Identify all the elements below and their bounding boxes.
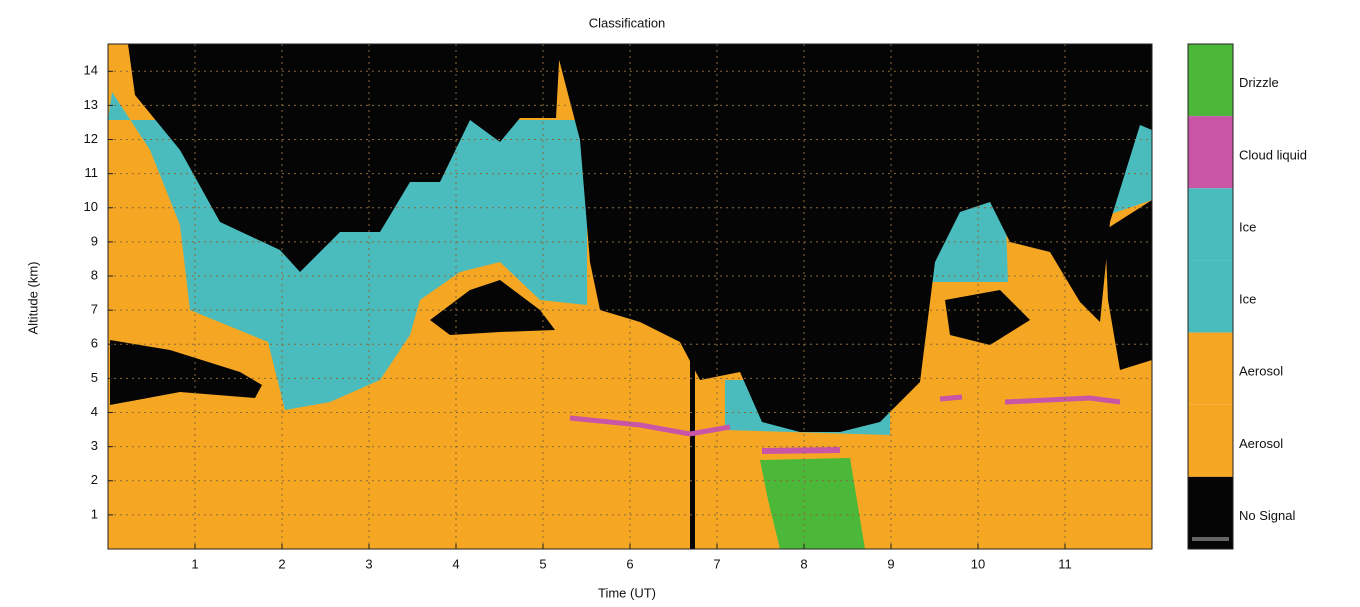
x-tick-label: 11 xyxy=(1058,556,1072,571)
x-tick-label: 6 xyxy=(626,556,633,571)
y-tick-label: 12 xyxy=(84,131,98,146)
x-tick-label: 9 xyxy=(887,556,894,571)
colorbar-band xyxy=(1188,404,1233,477)
colorbar-frame xyxy=(1187,43,1234,550)
colorbar-band xyxy=(1188,476,1233,549)
x-tick-label: 10 xyxy=(971,556,985,571)
x-tick-label: 2 xyxy=(278,556,285,571)
y-tick-label: 2 xyxy=(91,472,98,487)
colorbar-label: Ice xyxy=(1239,219,1256,234)
x-tick-label: 1 xyxy=(191,556,198,571)
no-signal-region xyxy=(128,44,560,272)
x-tick-label: 4 xyxy=(452,556,459,571)
no-signal-region xyxy=(110,340,262,405)
colorbar-band xyxy=(1188,44,1233,117)
no-signal-region xyxy=(555,44,1152,432)
x-tick-label: 5 xyxy=(539,556,546,571)
no-signal-region xyxy=(430,280,555,335)
cloud-liquid-region xyxy=(1004,395,1121,405)
cloud-liquid-region xyxy=(939,394,963,402)
no-signal-region xyxy=(690,340,695,549)
y-tick-label: 5 xyxy=(91,370,98,385)
y-tick-label: 14 xyxy=(84,63,98,78)
grid xyxy=(108,44,1152,549)
colorbar-label: Aerosol xyxy=(1239,436,1283,451)
y-tick-label: 11 xyxy=(85,165,99,180)
colorbar-band xyxy=(1188,116,1233,189)
y-tick-label: 9 xyxy=(91,233,98,248)
y-tick-label: 3 xyxy=(91,438,98,453)
colorbar-band xyxy=(1188,332,1233,405)
x-tick-label: 8 xyxy=(800,556,807,571)
colorbar-label: Ice xyxy=(1239,292,1256,307)
no-signal-region xyxy=(1105,200,1152,370)
y-tick-label: 10 xyxy=(84,199,98,214)
y-tick-label: 6 xyxy=(91,336,98,351)
y-axis-label: Altitude (km) xyxy=(25,262,40,335)
colorbar-label: Cloud liquid xyxy=(1239,147,1307,162)
no-signal-region xyxy=(945,290,1030,345)
colorbar-label: No Signal xyxy=(1239,508,1295,523)
colorbar-band xyxy=(1188,188,1233,261)
y-tick-label: 1 xyxy=(91,506,98,521)
y-tick-label: 4 xyxy=(91,404,98,419)
chart-title: Classification xyxy=(589,15,666,30)
colorbar-marker xyxy=(1192,537,1229,541)
colorbar: Drizzle Cloud liquid Ice Ice Aerosol Aerosol N… xyxy=(1188,44,1307,549)
cloud-liquid-region xyxy=(569,415,731,437)
x-tick-label: 7 xyxy=(713,556,720,571)
x-tick-label: 3 xyxy=(365,556,372,571)
cloud-liquid-region xyxy=(761,447,841,454)
y-tick-label: 7 xyxy=(91,302,98,317)
colorbar-band xyxy=(1188,260,1233,333)
y-tick-label: 8 xyxy=(91,267,98,282)
plot-frame xyxy=(107,43,1153,550)
x-axis-label: Time (UT) xyxy=(598,585,656,600)
y-tick-label: 13 xyxy=(84,97,98,112)
colorbar-label: Aerosol xyxy=(1239,364,1283,379)
colorbar-label: Drizzle xyxy=(1239,75,1279,90)
